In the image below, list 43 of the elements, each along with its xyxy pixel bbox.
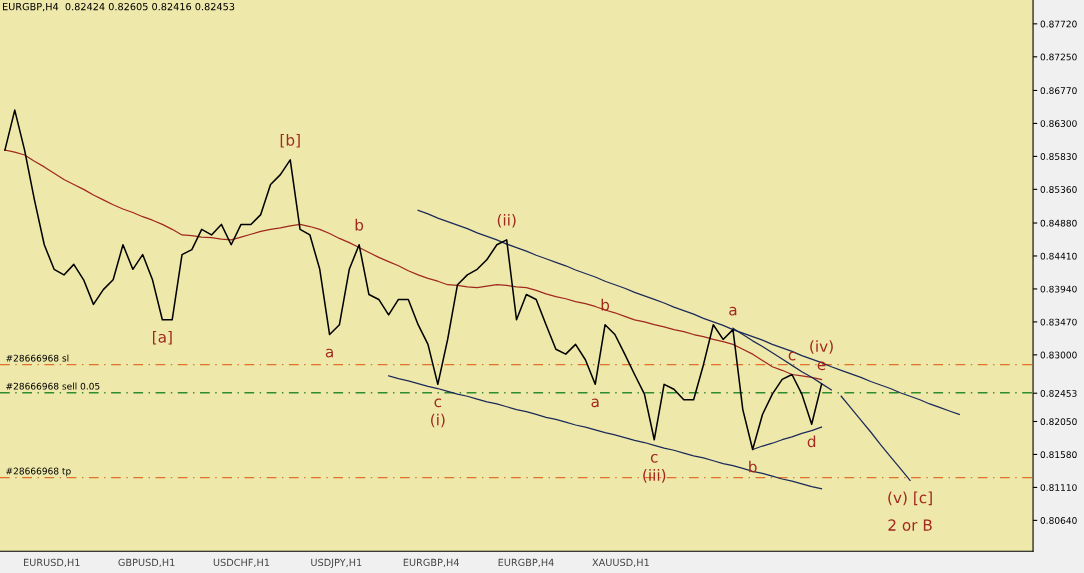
data-label: b: [601, 298, 610, 311]
y-tick-label: 0.85830: [1040, 153, 1077, 160]
data-label: b: [749, 460, 757, 473]
y-tick-label: 0.83470: [1040, 318, 1077, 326]
text: GBPUSD,H1: [118, 558, 175, 568]
ref-line-label: #28666968 sell 0.05: [6, 382, 100, 390]
y-tick-label: 0.81110: [1040, 484, 1077, 491]
data-label: a: [591, 398, 599, 408]
y-tick-label: 0.82453: [1040, 389, 1077, 397]
data-label: [a]: [153, 330, 172, 345]
annotation: 2 or B: [888, 519, 932, 531]
data-label: c: [788, 351, 796, 361]
data-label: c (iii): [643, 453, 666, 483]
chart-title: EURGBP,H4 0.82424 0.82605 0.82416 0.82453: [3, 2, 235, 12]
y-tick-label: 0.80640: [1040, 517, 1077, 524]
text: EURUSD,H1: [24, 558, 80, 568]
y-tick-label: 0.87250: [1040, 53, 1077, 61]
data-label: d: [807, 435, 816, 448]
text: USDJPY,H1: [311, 558, 362, 568]
text: USDCHF,H1: [213, 558, 270, 568]
y-tick-label: 0.85360: [1040, 186, 1077, 193]
data-label: c (i): [431, 398, 445, 428]
y-tick-label: 0.82050: [1040, 418, 1077, 426]
y-tick-label: 0.83000: [1040, 351, 1077, 359]
data-label: [b]: [280, 134, 300, 148]
y-tick-label: 0.83940: [1040, 285, 1077, 293]
text: XAUUSD,H1: [592, 558, 649, 568]
y-tick-label: 0.86300: [1040, 120, 1077, 127]
data-label: a: [325, 348, 333, 358]
data-label: (iv) e: [810, 340, 833, 371]
text: EURGBP,H4: [403, 558, 459, 568]
y-tick-label: 0.81580: [1040, 451, 1077, 458]
ref-line-label: #28666968 tp: [6, 467, 71, 477]
data-label: b: [355, 218, 364, 231]
data-label: a: [729, 306, 737, 316]
data-label: (v) [c]: [888, 491, 932, 506]
ref-line-label: #28666968 sl: [6, 354, 69, 362]
y-tick-label: 0.84410: [1040, 252, 1077, 260]
text: EURGBP,H4: [498, 558, 554, 568]
data-label: (ii): [497, 213, 516, 228]
y-tick-label: 0.86770: [1040, 87, 1077, 95]
y-tick-label: 0.87720: [1040, 20, 1077, 28]
y-tick-label: 0.84880: [1040, 219, 1077, 227]
